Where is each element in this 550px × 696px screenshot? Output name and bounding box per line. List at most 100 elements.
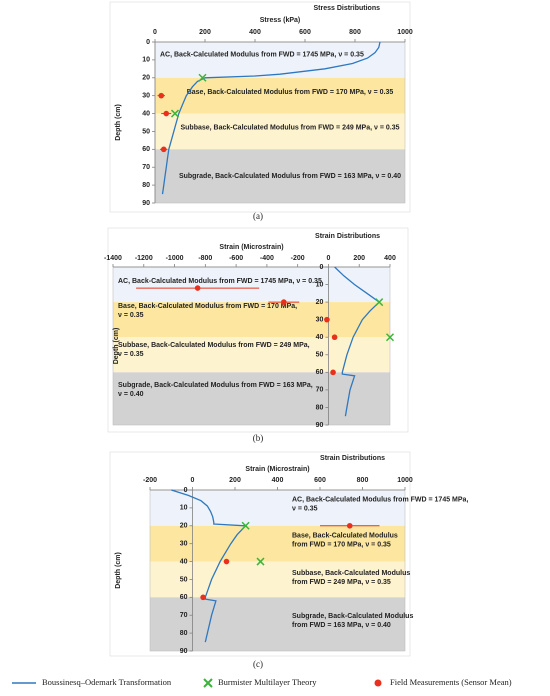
burmister-marker bbox=[170, 109, 180, 118]
x-tick-label: 0 bbox=[326, 255, 330, 262]
soil-layer bbox=[113, 372, 390, 425]
y-tick-label: 60 bbox=[180, 594, 188, 601]
x-tick-label: 400 bbox=[249, 29, 261, 36]
burmister-marker bbox=[198, 73, 207, 82]
x-tick-label: 200 bbox=[353, 255, 365, 262]
layer-label: Subbase, Back-Calculated Modulus bbox=[292, 570, 410, 577]
field-measurement bbox=[200, 594, 206, 601]
burmister-marker bbox=[241, 521, 250, 530]
panel-label: (a) bbox=[253, 211, 263, 221]
layer-label: from FWD = 163 MPa, ν = 0.40 bbox=[292, 622, 391, 629]
soil-layer bbox=[155, 149, 405, 203]
layer-label: ν = 0.40 bbox=[118, 391, 144, 398]
field-measurement bbox=[194, 285, 201, 291]
y-tick-label: 60 bbox=[316, 369, 324, 376]
burmister-marker bbox=[385, 333, 395, 342]
layer-label: AC, Back-Calculated Modulus from FWD = 1… bbox=[118, 278, 322, 285]
x-tick-label: 200 bbox=[229, 477, 241, 484]
y-tick-label: 60 bbox=[142, 146, 150, 153]
y-tick-label: 90 bbox=[316, 422, 324, 429]
layer-label: from FWD = 249 MPa, ν = 0.35 bbox=[292, 579, 391, 586]
y-tick-label: 20 bbox=[316, 299, 324, 306]
y-tick-label: 80 bbox=[142, 182, 150, 189]
layer-label: ν = 0.35 bbox=[292, 506, 318, 513]
chart-frame bbox=[109, 451, 411, 657]
chart-title: Strain Distributions bbox=[315, 233, 380, 240]
marker-stroke bbox=[170, 109, 180, 118]
layer-label: Subgrade, Back-Calculated Modulus bbox=[292, 613, 413, 620]
chart-title: Stress Distributions bbox=[313, 5, 380, 12]
y-tick-label: 80 bbox=[180, 630, 188, 637]
marker-stroke bbox=[241, 521, 250, 530]
layer-label: Base, Back-Calculated Modulus from FWD =… bbox=[187, 89, 394, 96]
legend-x bbox=[203, 678, 213, 688]
y-tick-label: 70 bbox=[180, 612, 188, 619]
layer-label: ν = 0.35 bbox=[118, 351, 144, 358]
x-tick-label: 800 bbox=[357, 477, 369, 484]
x-tick-label: 1000 bbox=[397, 29, 413, 36]
y-tick-label: 50 bbox=[316, 352, 324, 359]
y-tick-label: 50 bbox=[180, 576, 188, 583]
field-measurement bbox=[346, 522, 353, 529]
x-tick-label: 400 bbox=[384, 255, 396, 262]
x-axis-label: Strain (Microstrain) bbox=[245, 466, 309, 473]
y-tick-label: 0 bbox=[184, 487, 188, 494]
marker-stroke bbox=[203, 678, 213, 688]
legend-label: Field Measurements (Sensor Mean) bbox=[390, 677, 512, 687]
chart-frame bbox=[109, 1, 411, 213]
field-measurement bbox=[281, 299, 287, 305]
layer-label: Subgrade, Back-Calculated Modulus from F… bbox=[179, 173, 401, 180]
panel-label: (c) bbox=[253, 659, 263, 669]
x-tick-label: 400 bbox=[272, 477, 284, 484]
x-tick-label: -1400 bbox=[104, 255, 122, 262]
burmister-marker bbox=[256, 557, 265, 566]
y-tick-label: 90 bbox=[180, 648, 188, 655]
y-tick-label: 10 bbox=[180, 505, 188, 512]
field-measurement bbox=[324, 316, 330, 323]
x-tick-label: 800 bbox=[349, 29, 361, 36]
soil-layer bbox=[113, 267, 390, 303]
field-measurement bbox=[158, 92, 165, 99]
marker-stroke bbox=[385, 333, 395, 342]
field-measurement bbox=[223, 558, 230, 565]
layer-label: AC, Back-Calculated Modulus from FWD = 1… bbox=[160, 51, 364, 58]
layer-label: AC, Back-Calculated Modulus from FWD = 1… bbox=[292, 497, 468, 504]
x-tick-label: 0 bbox=[153, 29, 157, 36]
y-tick-label: 30 bbox=[142, 93, 150, 100]
field-measurement bbox=[163, 110, 170, 117]
y-tick-label: 70 bbox=[142, 164, 150, 171]
y-tick-label: 90 bbox=[142, 200, 150, 207]
y-tick-label: 20 bbox=[142, 75, 150, 82]
x-tick-label: 0 bbox=[191, 477, 195, 484]
field-measurement bbox=[330, 369, 336, 376]
soil-layer bbox=[113, 302, 390, 338]
boussinesq-line bbox=[334, 266, 381, 417]
y-tick-label: 20 bbox=[180, 523, 188, 530]
panel-label: (b) bbox=[253, 433, 264, 443]
burmister-marker bbox=[375, 298, 384, 307]
marker-stroke bbox=[198, 73, 207, 82]
x-tick-label: -600 bbox=[229, 255, 243, 262]
y-tick-label: 0 bbox=[320, 264, 324, 271]
chart-frame bbox=[107, 227, 409, 433]
x-axis-label: Stress (kPa) bbox=[260, 17, 300, 24]
layer-label: Subbase, Back-Calculated Modulus from FW… bbox=[180, 125, 399, 132]
y-tick-label: 40 bbox=[316, 334, 324, 341]
layer-label: Subbase, Back-Calculated Modulus from FW… bbox=[118, 342, 310, 349]
layer-label: Base, Back-Calculated Modulus bbox=[292, 532, 398, 539]
y-tick-label: 10 bbox=[316, 281, 324, 288]
y-tick-label: 10 bbox=[142, 57, 150, 64]
x-tick-label: 600 bbox=[299, 29, 311, 36]
chart-title: Strain Distributions bbox=[320, 455, 385, 462]
x-axis-label: Strain (Microstrain) bbox=[219, 244, 283, 251]
y-axis-label: Depth (cm) bbox=[115, 104, 122, 141]
field-measurement bbox=[331, 334, 338, 341]
x-tick-label: -1000 bbox=[166, 255, 184, 262]
y-tick-label: 0 bbox=[146, 39, 150, 46]
layer-label: from FWD = 170 MPa, ν = 0.35 bbox=[292, 541, 391, 548]
marker-stroke bbox=[256, 557, 265, 566]
y-tick-label: 30 bbox=[316, 317, 324, 324]
field-measurement bbox=[160, 146, 167, 153]
y-tick-label: 50 bbox=[142, 128, 150, 135]
